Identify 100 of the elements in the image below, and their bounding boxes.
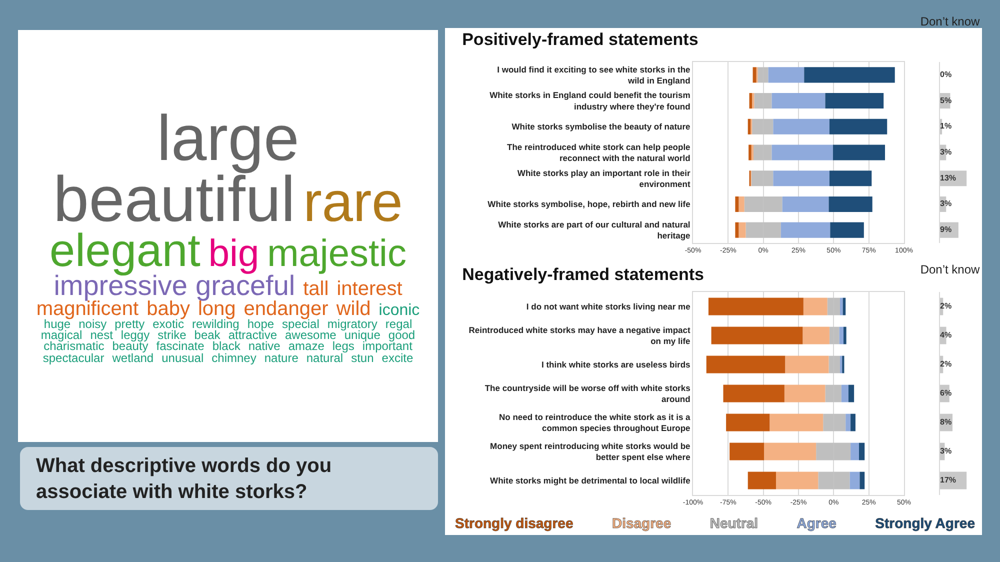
bar bbox=[772, 144, 833, 160]
bar bbox=[803, 298, 828, 316]
text: iconic bbox=[378, 302, 420, 319]
y-tick-label: White storks play an important role in their environment bbox=[517, 168, 691, 189]
bar bbox=[764, 442, 816, 460]
bar bbox=[825, 93, 884, 109]
text: Agree bbox=[796, 515, 836, 531]
chart-title: Don’t know bbox=[920, 262, 980, 276]
text: tall bbox=[303, 278, 329, 300]
bar bbox=[782, 196, 829, 212]
data-label: 4% bbox=[940, 330, 952, 340]
bar bbox=[841, 384, 848, 402]
bar bbox=[708, 298, 804, 316]
text: rare bbox=[303, 170, 403, 233]
bar bbox=[748, 472, 776, 490]
y-tick-label: White storks might be detrimental to local wildlife bbox=[490, 475, 691, 486]
text: Strongly disagree bbox=[455, 515, 574, 531]
text: amaze bbox=[288, 339, 324, 354]
y-tick-label: Reintroduced white storks may have a negative impact on my life bbox=[468, 324, 691, 346]
bar bbox=[804, 67, 895, 83]
bar bbox=[834, 326, 840, 344]
bar bbox=[829, 118, 888, 134]
text: baby bbox=[146, 298, 190, 320]
data-label: 2% bbox=[940, 302, 952, 310]
text: excite bbox=[382, 350, 414, 365]
bar bbox=[735, 196, 739, 212]
data-label: 1% bbox=[940, 122, 952, 131]
text: What descriptive words do you associate with white storks? bbox=[20, 447, 438, 510]
text: chimney bbox=[212, 350, 256, 365]
bar bbox=[748, 144, 752, 160]
data-label: 17% bbox=[940, 476, 956, 484]
y-tick-label: I would find it exciting to see white storks in the wild in England bbox=[497, 64, 691, 86]
data-label: 2% bbox=[940, 360, 952, 368]
bar bbox=[780, 222, 830, 238]
y-tick-label: The reintroduced white stork can help people reconnect with the natural world bbox=[507, 142, 691, 163]
bar bbox=[850, 414, 856, 432]
bar bbox=[738, 196, 744, 212]
y-tick-label: No need to reintroduce the white stork as it is a common species throughout Europe bbox=[499, 412, 691, 433]
y-tick-label: I think white storks are useless birds bbox=[541, 359, 691, 370]
bar bbox=[850, 442, 859, 460]
y-tick-label: White storks in England could benefit the tourism industry where they're found bbox=[490, 90, 691, 112]
text: majestic bbox=[267, 233, 406, 276]
text: pretty bbox=[114, 316, 145, 331]
bar bbox=[828, 196, 872, 212]
bar bbox=[839, 326, 844, 344]
bar bbox=[860, 472, 865, 490]
bar bbox=[785, 356, 829, 374]
bar bbox=[730, 442, 764, 460]
data-label: 13% bbox=[940, 173, 956, 182]
bar bbox=[726, 414, 770, 432]
y-tick-label: The countryside will be worse off with white storks around bbox=[484, 382, 691, 404]
bar bbox=[772, 93, 826, 109]
text: Disagree bbox=[612, 515, 672, 531]
text: natural bbox=[306, 350, 344, 365]
bar bbox=[848, 384, 854, 402]
bar bbox=[846, 414, 851, 432]
bar bbox=[784, 384, 826, 402]
y-tick-label: I do not want white storks living near me bbox=[526, 301, 691, 312]
chart-title: Negatively-framed statements bbox=[462, 264, 704, 284]
data-label: 3% bbox=[940, 199, 952, 208]
data-label: 6% bbox=[940, 388, 952, 398]
text: spectacular bbox=[42, 350, 104, 365]
bar bbox=[850, 472, 860, 490]
bar bbox=[768, 67, 804, 83]
y-tick-label: White storks symbolise, hope, rebirth and new life bbox=[488, 199, 691, 210]
y-tick-label: Money spent reintroducing white storks would be better spent else where bbox=[490, 440, 691, 462]
data-label: 8% bbox=[940, 418, 952, 426]
bar bbox=[844, 326, 846, 344]
chart-title: Positively-framed statements bbox=[462, 30, 698, 49]
text: nature bbox=[264, 350, 298, 365]
data-label: 5% bbox=[940, 96, 952, 105]
bar bbox=[802, 326, 830, 344]
bar bbox=[776, 472, 818, 490]
text: interest bbox=[336, 278, 402, 300]
y-tick-label: White storks symbolise the beauty of nature bbox=[512, 122, 691, 132]
bar bbox=[773, 170, 830, 186]
data-label: 3% bbox=[940, 148, 952, 156]
bar bbox=[752, 67, 756, 83]
bar bbox=[711, 326, 803, 344]
bar bbox=[735, 222, 739, 238]
bar bbox=[706, 356, 786, 374]
bar bbox=[830, 222, 864, 238]
data-label: 9% bbox=[940, 225, 952, 234]
text: Neutral bbox=[710, 515, 758, 531]
bar bbox=[738, 222, 746, 238]
bar bbox=[840, 298, 843, 316]
bar bbox=[858, 442, 865, 460]
data-label: 0% bbox=[940, 70, 952, 79]
data-label: 3% bbox=[940, 446, 952, 456]
text: noisy bbox=[78, 316, 107, 331]
series-label: Strongly Agree bbox=[875, 515, 975, 531]
bar bbox=[773, 118, 830, 134]
y-tick-label: White storks are part of our cultural and natural heritage bbox=[498, 220, 691, 241]
chart-title: Don’t know bbox=[920, 14, 980, 28]
text: unusual bbox=[162, 350, 204, 365]
bar bbox=[829, 170, 872, 186]
bar bbox=[723, 384, 784, 402]
text: legs bbox=[332, 339, 354, 354]
bar bbox=[832, 144, 886, 160]
bar bbox=[770, 414, 824, 432]
